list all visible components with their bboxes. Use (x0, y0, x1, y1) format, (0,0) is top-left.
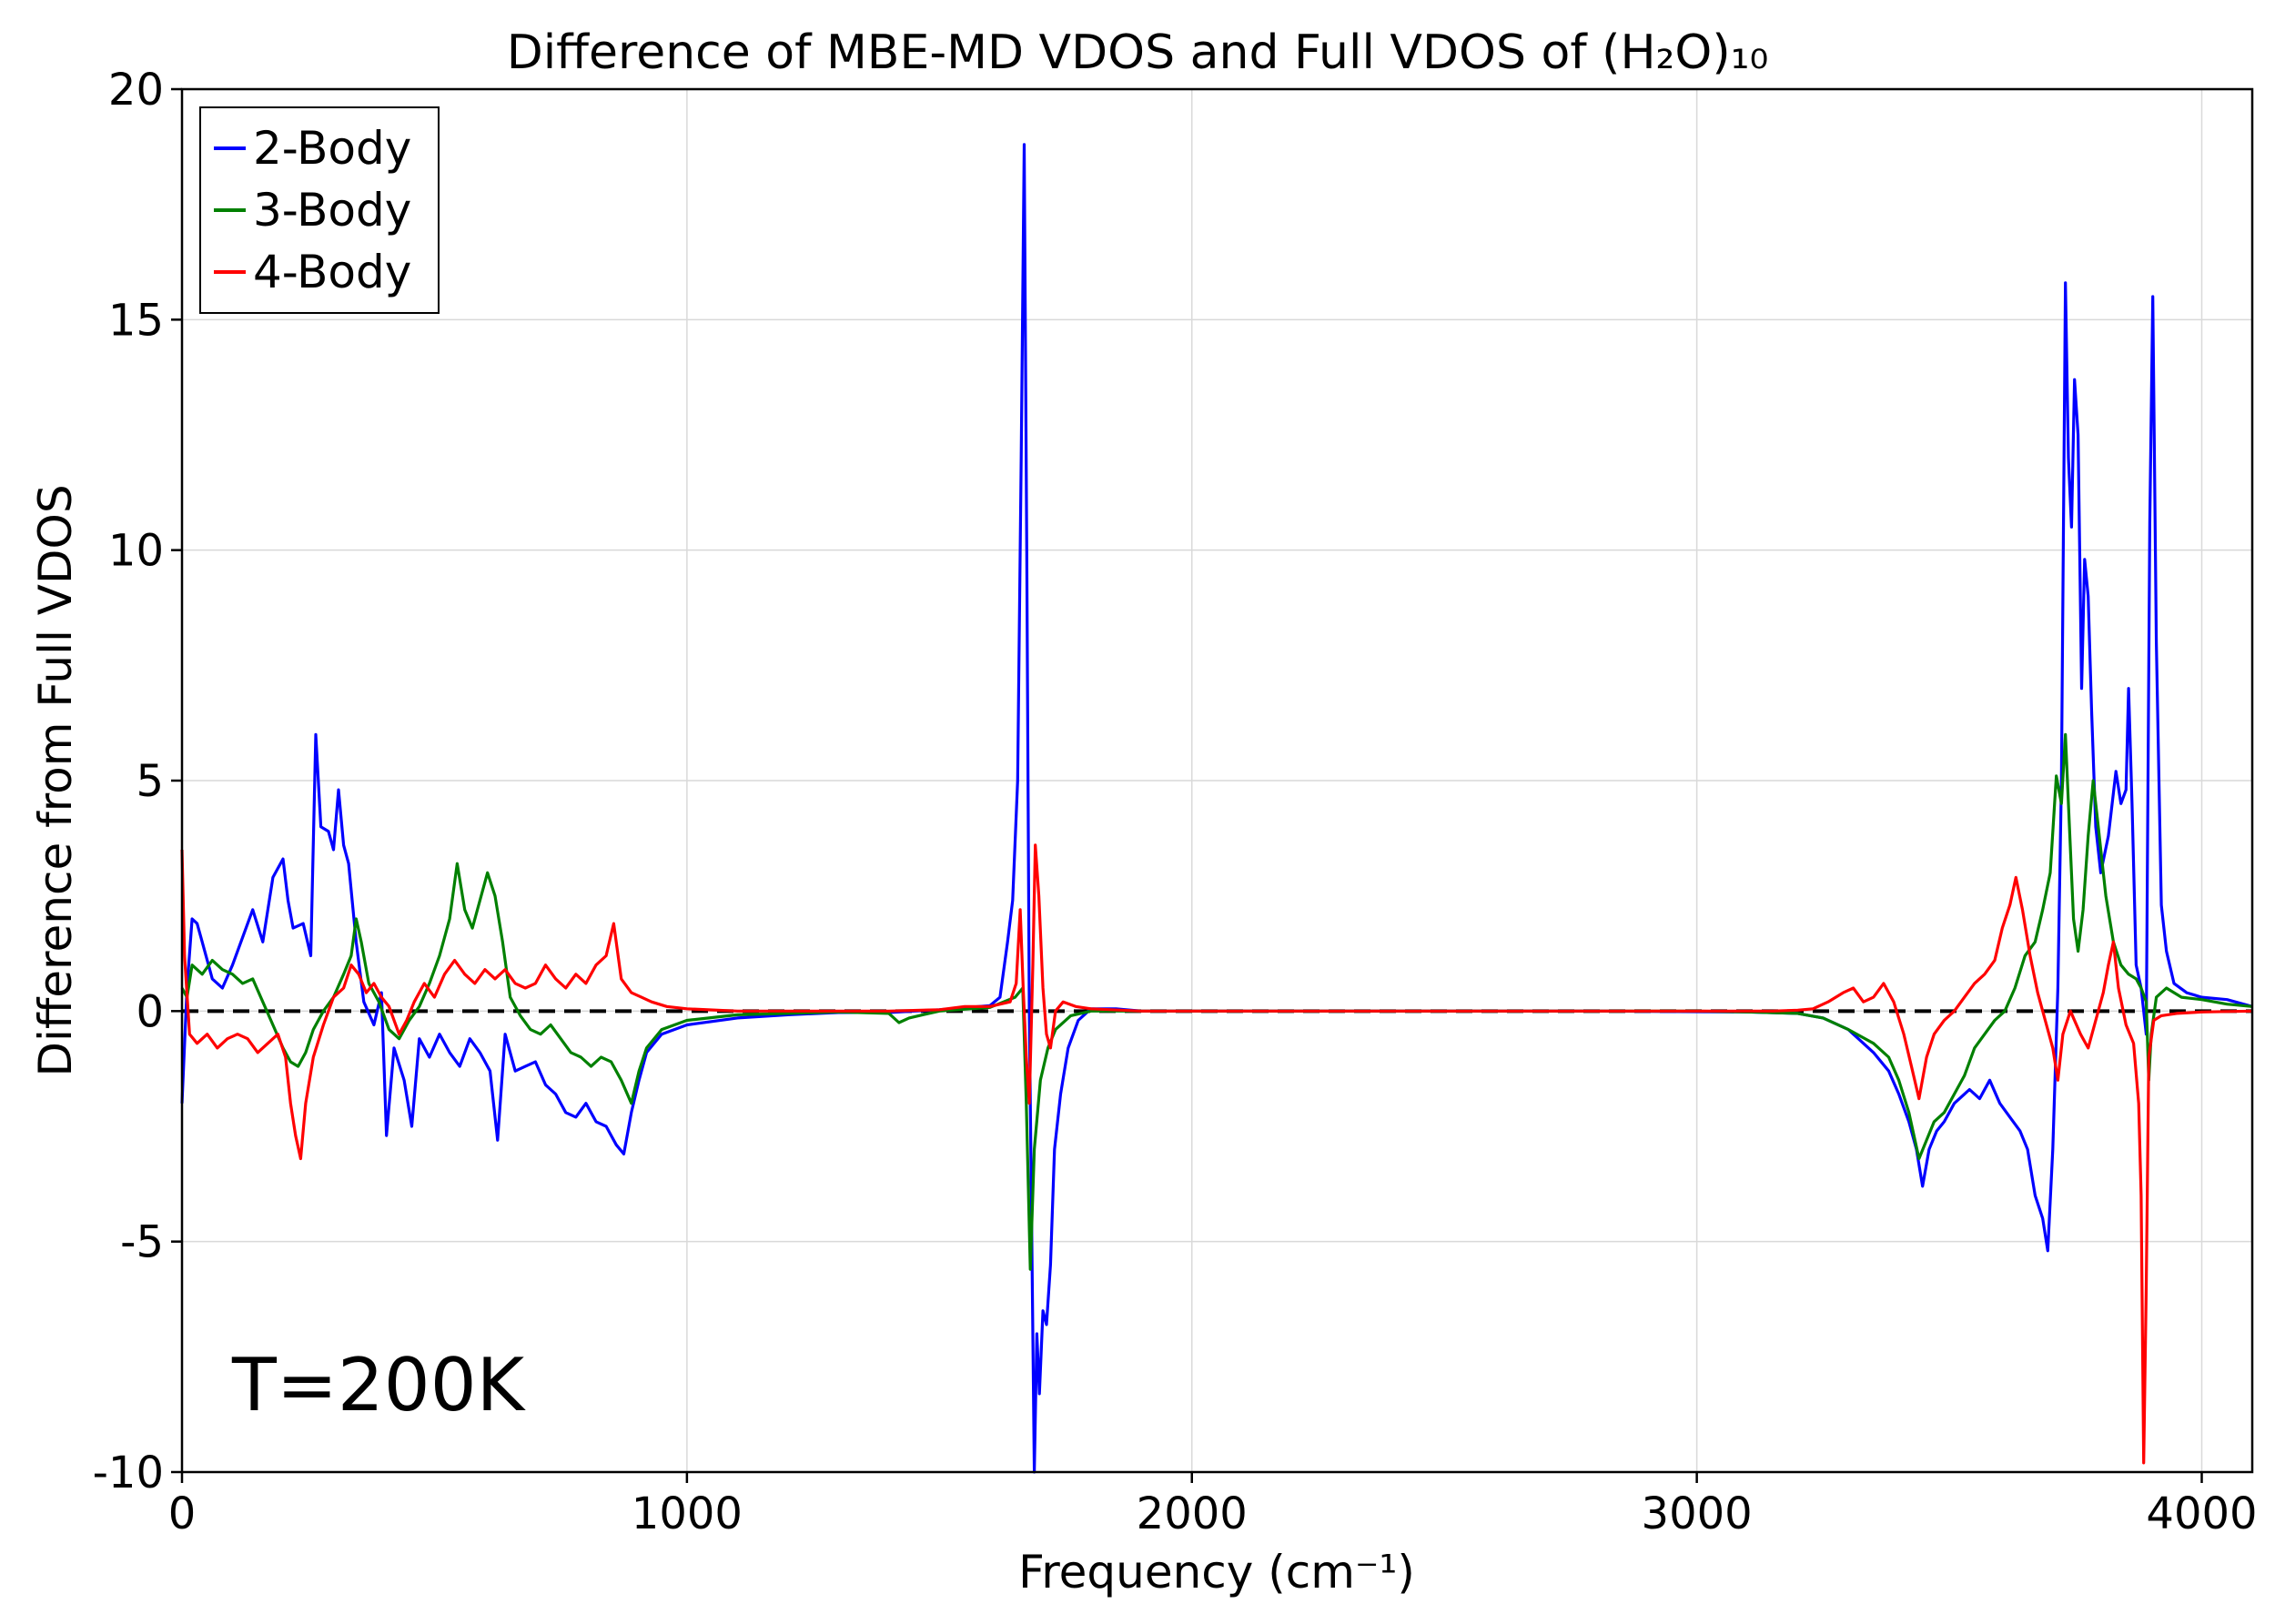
y-tick-label: 0 (136, 986, 164, 1037)
legend-label: 2-Body (253, 122, 411, 175)
temperature-annotation: T=200K (231, 1343, 527, 1427)
series-line-3-body (180, 732, 2253, 1271)
y-axis-label: Difference from Full VDOS (29, 484, 82, 1076)
y-tick-label: 5 (136, 756, 164, 807)
y-tick-label: 10 (108, 526, 164, 577)
x-tick-label: 4000 (2146, 1488, 2257, 1539)
x-tick-label: 3000 (1642, 1488, 1753, 1539)
legend: 2-Body 3-Body 4-Body (199, 106, 440, 314)
series-layer (180, 143, 2253, 1474)
y-tick-label: 20 (108, 65, 164, 116)
series-line-2-body (180, 143, 2253, 1474)
y-tick-label: -10 (93, 1447, 164, 1498)
y-tick-label: -5 (120, 1217, 164, 1268)
chart-title: Difference of MBE-MD VDOS and Full VDOS … (507, 25, 1769, 80)
y-tick-label: 15 (108, 295, 164, 346)
x-axis-label: Frequency (cm⁻¹) (1018, 1546, 1415, 1599)
series-line-4-body (180, 843, 2253, 1465)
tick-layer: 0 1000 2000 3000 4000 -10 -5 0 5 10 15 20 (93, 65, 2258, 1539)
x-tick-label: 2000 (1137, 1488, 1248, 1539)
legend-label: 4-Body (253, 246, 411, 298)
legend-entries: 2-Body 3-Body 4-Body (214, 122, 411, 298)
grid (181, 88, 2252, 1473)
legend-label: 3-Body (253, 184, 411, 237)
x-tick-label: 1000 (632, 1488, 743, 1539)
x-tick-label: 0 (168, 1488, 197, 1539)
